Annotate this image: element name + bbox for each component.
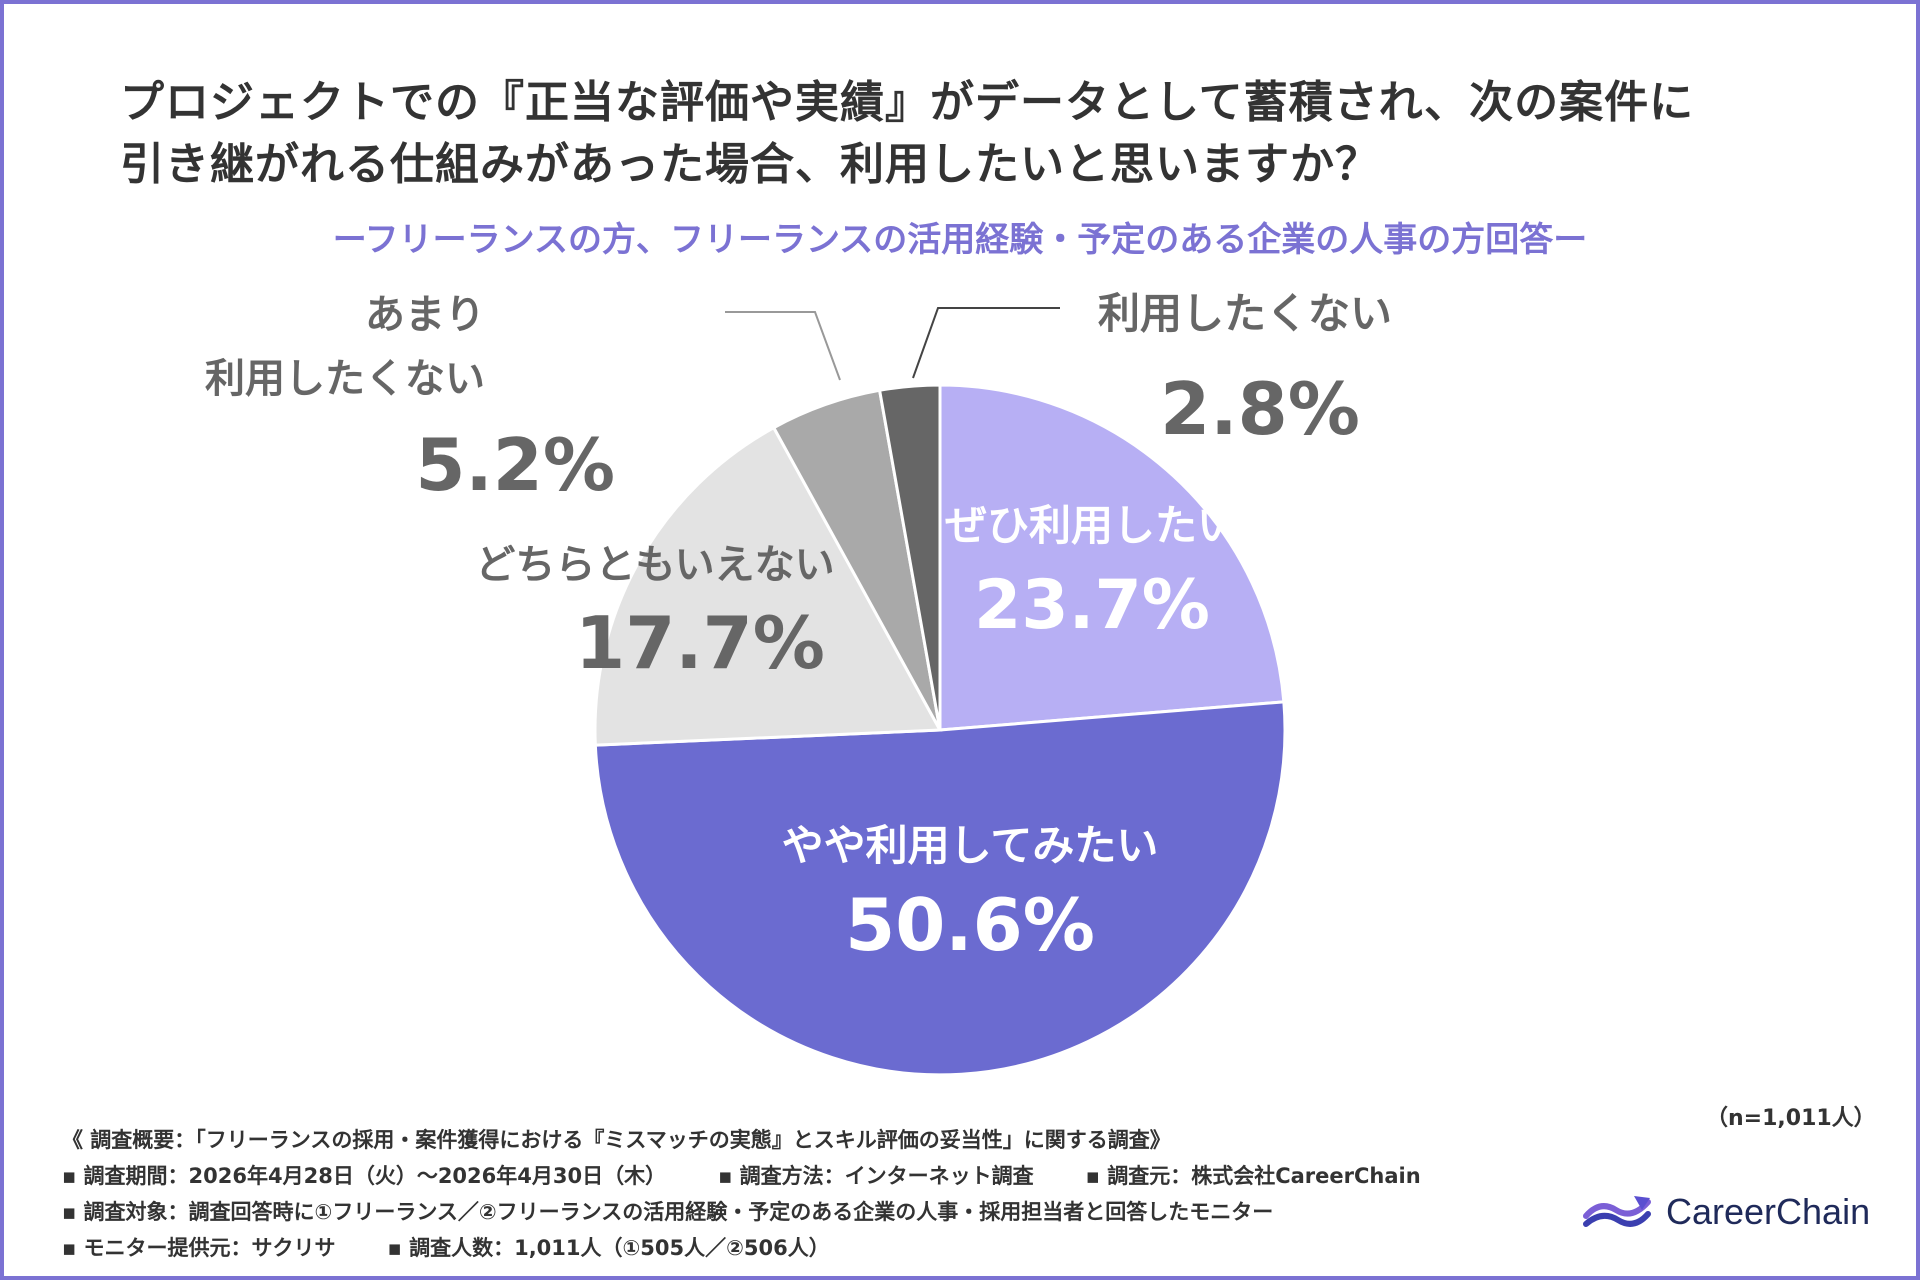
slice-label: あまり: [365, 292, 485, 338]
slice-percent: 5.2%: [415, 423, 615, 507]
survey-summary: 《 調査概要：「フリーランスの採用・案件獲得における『ミスマッチの実態』とスキル…: [62, 1128, 1171, 1152]
survey-method: ▪ 調査方法：インターネット調査: [718, 1164, 1034, 1188]
pie-slice: [593, 425, 943, 747]
pie-slice: [877, 383, 942, 731]
pie-slice: [938, 383, 1286, 732]
survey-provider: ▪ モニター提供元：サクリサ: [62, 1236, 336, 1260]
slice-percent: 17.7%: [575, 601, 825, 685]
title-line-1: プロジェクトでの『正当な評価や実績』がデータとして蓄積され、次の案件に: [120, 77, 1695, 128]
slice-percent: 50.6%: [845, 883, 1095, 967]
chart-subtitle: ーフリーランスの方、フリーランスの活用経験・予定のある企業の人事の方回答ー: [332, 220, 1588, 260]
survey-source: ▪ 調査元：株式会社CareerChain: [1085, 1164, 1421, 1188]
slice-percent: 2.8%: [1160, 367, 1360, 451]
slice-label: 利用したくない: [205, 356, 485, 402]
survey-info-row-2: ▪ モニター提供元：サクリサ ▪ 調査人数：1,011人（①505人／②506人）: [62, 1230, 1421, 1266]
survey-footer: 《 調査概要：「フリーランスの採用・案件獲得における『ミスマッチの実態』とスキル…: [62, 1122, 1421, 1266]
slice-label: やや利用してみたい: [782, 821, 1159, 870]
leader-line: [725, 311, 841, 381]
pie-slice: [593, 700, 1287, 1077]
survey-target: ▪ 調査対象：調査回答時に①フリーランス／②フリーランスの活用経験・予定のある企…: [62, 1200, 1274, 1224]
slice-label: ぜひ利用したい: [945, 501, 1239, 550]
careerchain-logo-icon: [1583, 1196, 1651, 1227]
survey-info-row-1: ▪ 調査期間：2026年4月28日（火）〜2026年4月30日（木） ▪ 調査方法…: [62, 1158, 1421, 1194]
chart-title: プロジェクトでの『正当な評価や実績』がデータとして蓄積され、次の案件に 引き継が…: [120, 72, 1760, 196]
sample-size-note: （n=1,011人）: [1706, 1106, 1876, 1131]
title-line-2: 引き継がれる仕組みがあった場合、利用したいと思いますか？: [120, 139, 1380, 190]
slice-label: 利用したくない: [1098, 289, 1392, 338]
survey-count: ▪ 調査人数：1,011人（①505人／②506人）: [387, 1236, 830, 1260]
leader-line: [912, 307, 1060, 379]
careerchain-logo: CareerChain: [1580, 1182, 1870, 1242]
survey-period: ▪ 調査期間：2026年4月28日（火）〜2026年4月30日（木）: [62, 1164, 667, 1188]
slice-percent: 23.7%: [974, 566, 1210, 645]
slice-label: どちらともいえない: [475, 542, 834, 588]
logo-text: CareerChain: [1666, 1191, 1871, 1232]
